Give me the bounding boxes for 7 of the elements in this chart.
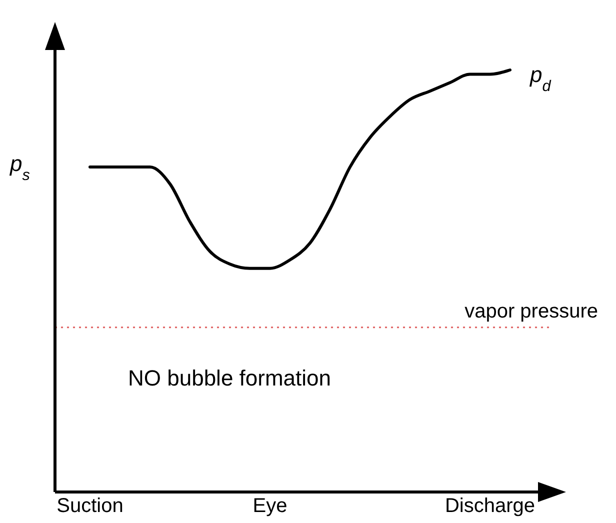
ref-line-label: vapor pressure xyxy=(464,300,598,322)
x-tick-label: Discharge xyxy=(444,495,536,517)
annotation: NO bubble formation xyxy=(128,365,331,390)
x-tick-label: Eye xyxy=(252,495,288,517)
x-tick-label: Suction xyxy=(56,495,124,517)
text: p$_{d}$ xyxy=(529,62,552,94)
text: p$_{s}$ xyxy=(9,151,30,184)
